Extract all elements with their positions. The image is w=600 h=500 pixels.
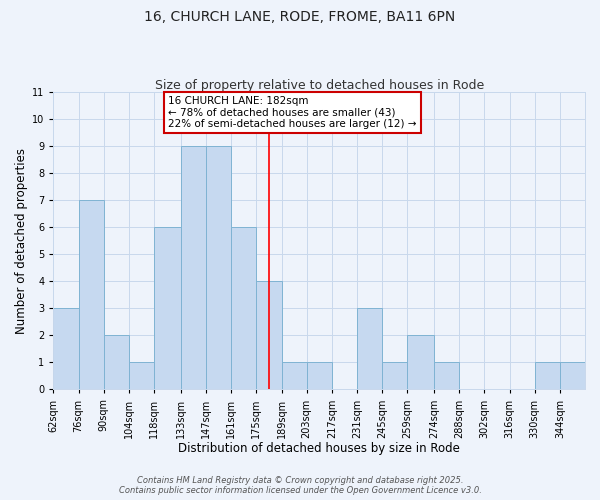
Bar	[307, 362, 332, 390]
Bar	[53, 308, 79, 390]
Bar	[357, 308, 382, 390]
Text: 16 CHURCH LANE: 182sqm
← 78% of detached houses are smaller (43)
22% of semi-det: 16 CHURCH LANE: 182sqm ← 78% of detached…	[169, 96, 417, 130]
Bar	[181, 146, 206, 390]
Bar	[129, 362, 154, 390]
Bar	[560, 362, 585, 390]
Text: 16, CHURCH LANE, RODE, FROME, BA11 6PN: 16, CHURCH LANE, RODE, FROME, BA11 6PN	[145, 10, 455, 24]
X-axis label: Distribution of detached houses by size in Rode: Distribution of detached houses by size …	[178, 442, 460, 455]
Bar	[281, 362, 307, 390]
Bar	[382, 362, 407, 390]
Bar	[154, 227, 181, 390]
Bar	[206, 146, 231, 390]
Y-axis label: Number of detached properties: Number of detached properties	[15, 148, 28, 334]
Bar	[407, 336, 434, 390]
Bar	[79, 200, 104, 390]
Bar	[434, 362, 459, 390]
Bar	[256, 282, 281, 390]
Bar	[231, 227, 256, 390]
Bar	[104, 336, 129, 390]
Text: Contains HM Land Registry data © Crown copyright and database right 2025.
Contai: Contains HM Land Registry data © Crown c…	[119, 476, 481, 495]
Bar	[535, 362, 560, 390]
Title: Size of property relative to detached houses in Rode: Size of property relative to detached ho…	[155, 79, 484, 92]
